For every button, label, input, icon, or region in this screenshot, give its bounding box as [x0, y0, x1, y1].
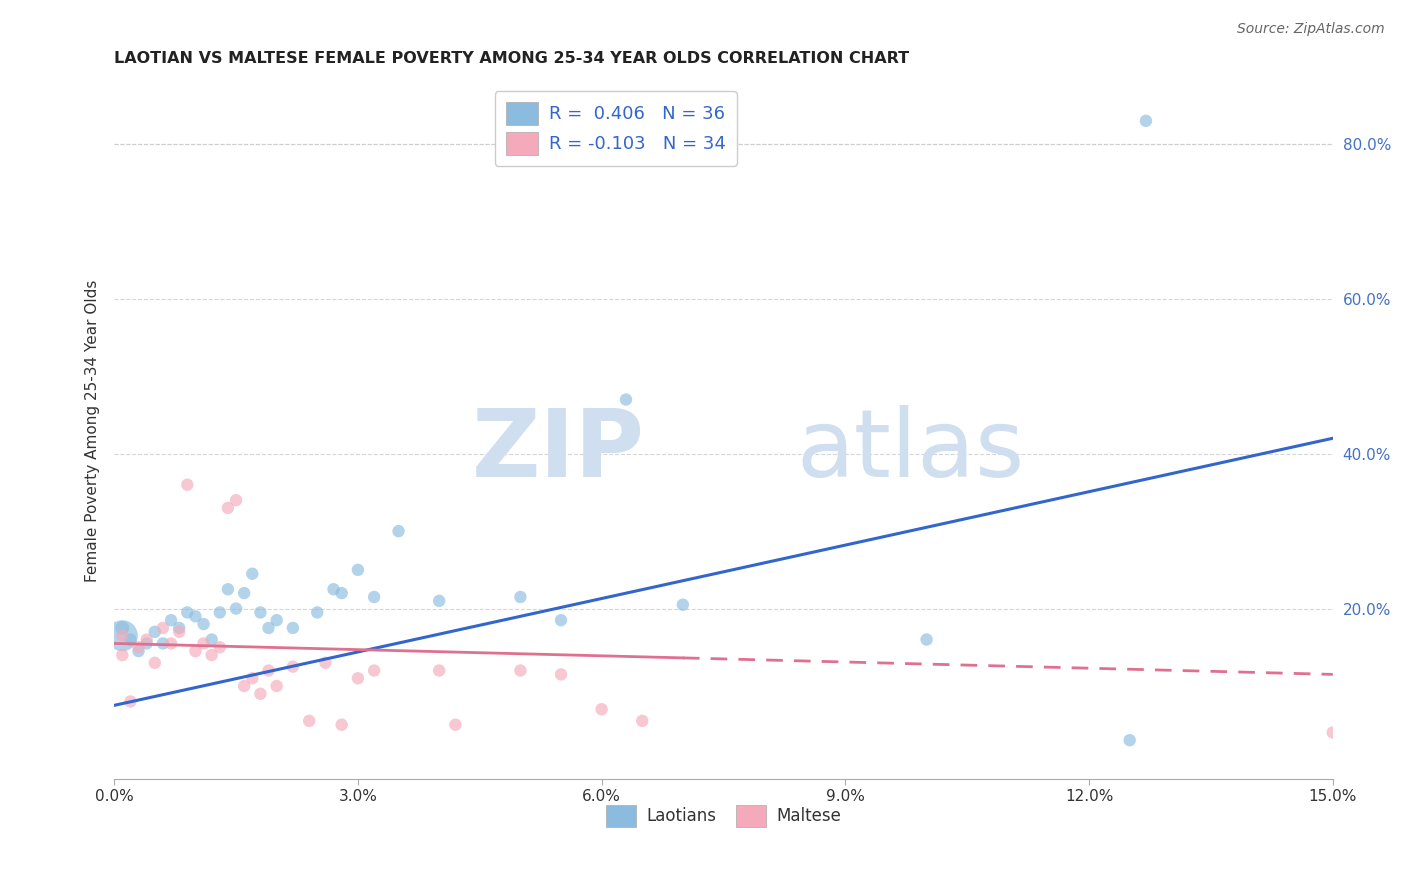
Point — [427, 664, 450, 678]
Point — [143, 656, 166, 670]
Point — [193, 636, 215, 650]
Point — [427, 594, 450, 608]
Text: LAOTIAN VS MALTESE FEMALE POVERTY AMONG 25-34 YEAR OLDS CORRELATION CHART: LAOTIAN VS MALTESE FEMALE POVERTY AMONG … — [114, 51, 910, 66]
Point — [363, 590, 385, 604]
Point — [120, 632, 142, 647]
Text: atlas: atlas — [797, 406, 1025, 498]
Point — [160, 636, 183, 650]
Point — [135, 632, 157, 647]
Point — [1135, 113, 1157, 128]
Point — [217, 500, 239, 515]
Point — [111, 648, 134, 662]
Point — [120, 694, 142, 708]
Point — [281, 659, 304, 673]
Point — [550, 667, 572, 681]
Point — [111, 621, 134, 635]
Point — [347, 671, 370, 685]
Point — [509, 590, 531, 604]
Point — [240, 566, 263, 581]
Point — [176, 606, 198, 620]
Point — [208, 640, 231, 655]
Point — [266, 679, 288, 693]
Point — [550, 613, 572, 627]
Point — [591, 702, 613, 716]
Point — [111, 629, 134, 643]
Point — [201, 632, 224, 647]
Point — [176, 477, 198, 491]
Point — [233, 679, 256, 693]
Point — [387, 524, 409, 538]
Point — [184, 644, 207, 658]
Point — [193, 617, 215, 632]
Point — [143, 624, 166, 639]
Point — [509, 664, 531, 678]
Point — [240, 671, 263, 685]
Point — [167, 621, 190, 635]
Point — [249, 606, 271, 620]
Point — [128, 644, 150, 658]
Point — [1118, 733, 1140, 747]
Point — [347, 563, 370, 577]
Point — [257, 621, 280, 635]
Text: Source: ZipAtlas.com: Source: ZipAtlas.com — [1237, 22, 1385, 37]
Point — [257, 664, 280, 678]
Point — [322, 582, 344, 597]
Point — [1322, 725, 1344, 739]
Point — [314, 656, 336, 670]
Point — [330, 717, 353, 731]
Point — [915, 632, 938, 647]
Point — [225, 493, 247, 508]
Point — [135, 636, 157, 650]
Point — [249, 687, 271, 701]
Point — [363, 664, 385, 678]
Point — [614, 392, 637, 407]
Point — [111, 629, 134, 643]
Point — [444, 717, 467, 731]
Legend: Laotians, Maltese: Laotians, Maltese — [599, 798, 848, 833]
Point — [672, 598, 695, 612]
Point — [152, 636, 174, 650]
Point — [330, 586, 353, 600]
Point — [217, 582, 239, 597]
Point — [167, 624, 190, 639]
Point — [152, 621, 174, 635]
Point — [225, 601, 247, 615]
Text: ZIP: ZIP — [471, 406, 644, 498]
Point — [631, 714, 654, 728]
Y-axis label: Female Poverty Among 25-34 Year Olds: Female Poverty Among 25-34 Year Olds — [86, 279, 100, 582]
Point — [266, 613, 288, 627]
Point — [307, 606, 329, 620]
Point — [201, 648, 224, 662]
Point — [184, 609, 207, 624]
Point — [208, 606, 231, 620]
Point — [128, 640, 150, 655]
Point — [298, 714, 321, 728]
Point — [160, 613, 183, 627]
Point — [233, 586, 256, 600]
Point — [281, 621, 304, 635]
